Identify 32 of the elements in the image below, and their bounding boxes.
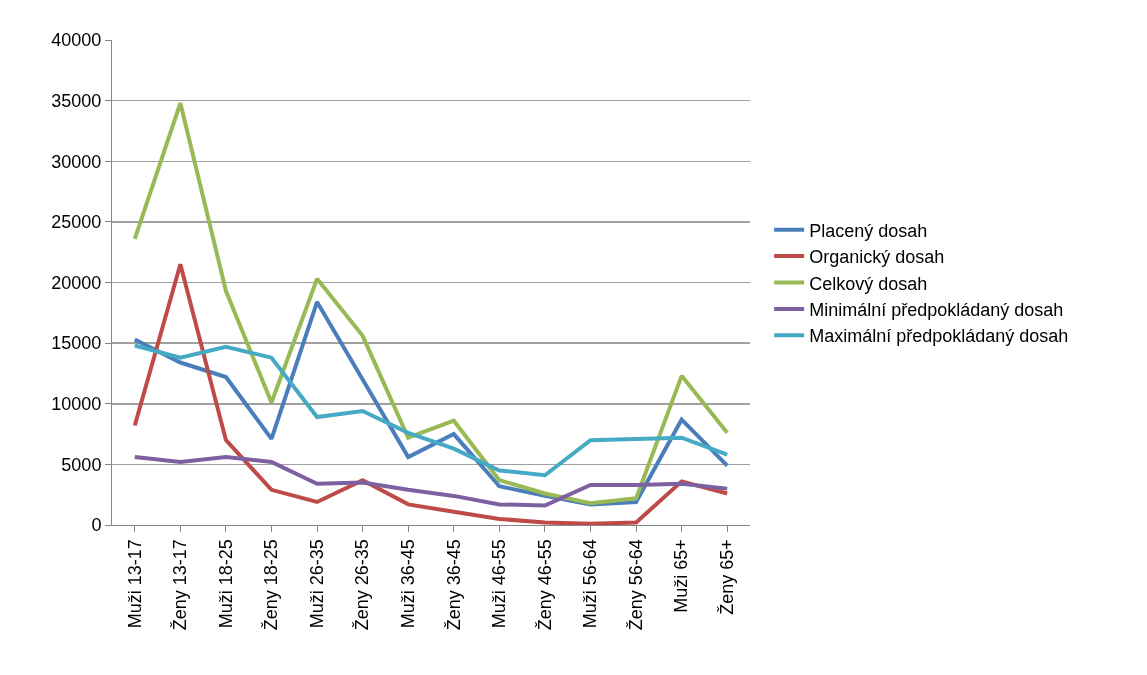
line-series bbox=[132, 455, 730, 508]
y-tick-label: 10000 bbox=[51, 394, 102, 415]
x-tick-label: Ženy 18-25 bbox=[261, 539, 282, 631]
y-tick-label: 25000 bbox=[51, 212, 102, 233]
x-tick-label: Muži 13-17 bbox=[124, 539, 145, 629]
x-tick-label: Muži 56-64 bbox=[580, 539, 601, 629]
x-tick-label: Muži 26-35 bbox=[306, 539, 327, 629]
line-series bbox=[132, 262, 730, 525]
x-tick-label: Ženy 56-64 bbox=[625, 539, 646, 631]
x-tick-label: Ženy 65+ bbox=[717, 539, 738, 615]
line-series bbox=[132, 343, 730, 478]
x-tick-label: Ženy 26-35 bbox=[352, 539, 373, 631]
x-tick-label: Ženy 46-55 bbox=[534, 539, 555, 631]
legend-label: Minimální předpokládaný dosah bbox=[809, 299, 1064, 320]
x-tick-label: Muži 65+ bbox=[671, 539, 692, 613]
y-tick-label: 30000 bbox=[51, 151, 102, 172]
x-tick-label: Muži 46-55 bbox=[489, 539, 510, 629]
y-tick-label: 15000 bbox=[51, 333, 102, 354]
legend-label: Placený dosah bbox=[809, 220, 928, 241]
legend-label: Maximální předpokládaný dosah bbox=[809, 326, 1069, 347]
y-tick-label: 40000 bbox=[51, 30, 102, 51]
x-tick-label: Ženy 36-45 bbox=[443, 539, 464, 631]
y-tick-label: 0 bbox=[91, 515, 102, 536]
x-tick-label: Ženy 13-17 bbox=[170, 539, 191, 631]
x-tick-label: Muži 18-25 bbox=[215, 539, 236, 629]
line-series bbox=[132, 101, 730, 506]
legend-label: Celkový dosah bbox=[809, 273, 928, 294]
y-tick-label: 5000 bbox=[61, 454, 102, 475]
y-tick-label: 35000 bbox=[51, 90, 102, 111]
x-tick-label: Muži 36-45 bbox=[398, 539, 419, 629]
y-tick-label: 20000 bbox=[51, 272, 102, 293]
legend-label: Organický dosah bbox=[809, 247, 945, 268]
